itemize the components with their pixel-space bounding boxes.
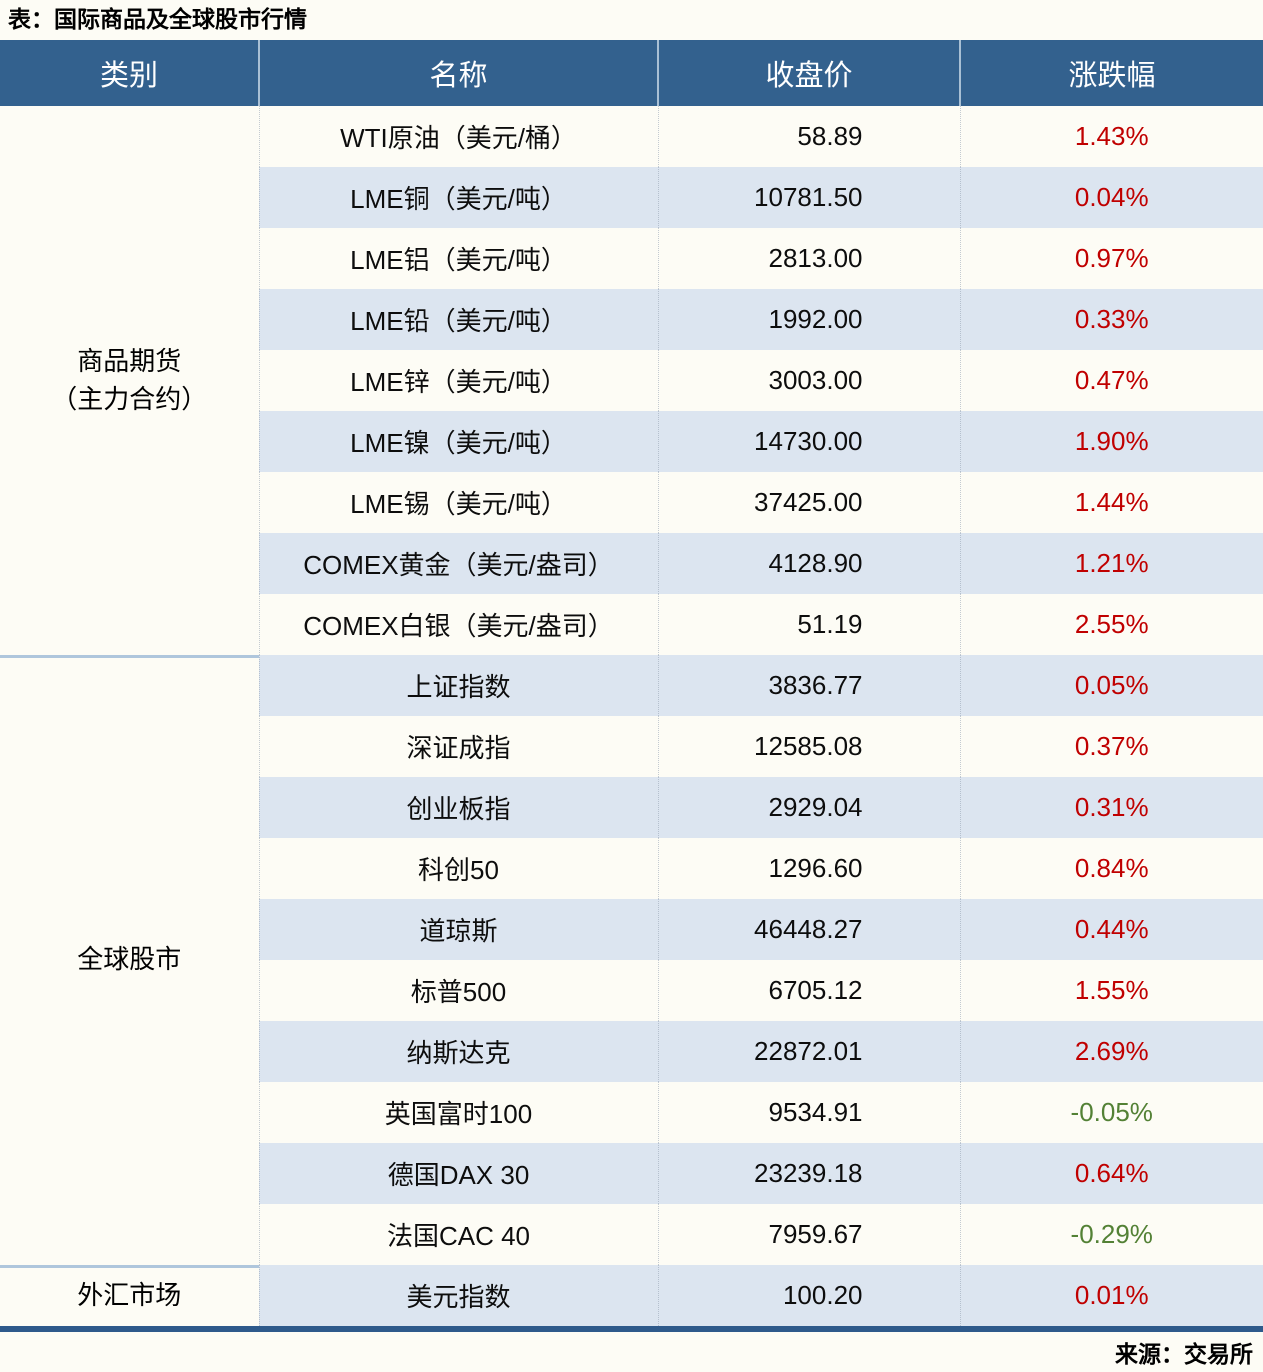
close-price: 10781.50 <box>657 167 960 229</box>
table-row: 创业板指 2929.04 0.31% <box>0 777 1263 839</box>
change-percent: -0.05% <box>959 1082 1263 1144</box>
change-percent: 2.69% <box>959 1021 1263 1083</box>
market-table: 类别 名称 收盘价 涨跌幅 商品期货 （主力合约） WTI原油（美元/桶） 58.8… <box>0 40 1263 1333</box>
instrument-name: LME锡（美元/吨） <box>350 489 567 520</box>
change-percent: 0.31% <box>959 777 1263 839</box>
table-row: LME镍（美元/吨） 14730.00 1.90% <box>0 411 1263 473</box>
change-percent: 0.64% <box>959 1143 1263 1205</box>
instrument-name: COMEX白银（美元/盎司） <box>303 611 614 642</box>
table-row: 外汇市场 美元指数 100.20 0.01% <box>0 1265 1263 1330</box>
change-percent: 1.43% <box>959 106 1263 168</box>
change-percent: 0.04% <box>959 167 1263 229</box>
close-price: 7959.67 <box>657 1204 960 1266</box>
close-price: 46448.27 <box>657 899 960 961</box>
instrument-name: COMEX黄金（美元/盎司） <box>259 533 658 595</box>
instrument-name: LME镍（美元/吨） <box>259 411 658 473</box>
change-percent: 1.55% <box>959 960 1263 1022</box>
instrument-name: 道琼斯 <box>259 899 658 961</box>
change-percent: 0.05% <box>959 655 1263 717</box>
change-percent: 0.47% <box>959 350 1263 412</box>
instrument-name: LME铝（美元/吨） <box>350 245 567 276</box>
close-price: 14730.00 <box>657 411 960 473</box>
header-row: 类别 名称 收盘价 涨跌幅 <box>0 40 1263 107</box>
table-row: LME铅（美元/吨） 1992.00 0.33% <box>0 289 1263 351</box>
table-body: 商品期货 （主力合约） WTI原油（美元/桶） 58.89 1.43% LME铜（美元/… <box>0 106 1263 1330</box>
close-price: 4128.90 <box>657 533 960 595</box>
change-percent: 0.44% <box>959 899 1263 961</box>
close-price: 12585.08 <box>657 716 960 778</box>
instrument-name: 科创50 <box>418 855 499 886</box>
close-price: 58.89 <box>657 106 960 168</box>
column-header-close: 收盘价 <box>657 40 960 107</box>
table-row: LME锌（美元/吨） 3003.00 0.47% <box>0 350 1263 412</box>
category-cell: 外汇市场 <box>0 1265 260 1330</box>
instrument-name: 标普500 <box>410 977 507 1008</box>
instrument-name: 上证指数 <box>259 655 658 717</box>
close-price: 1992.00 <box>657 289 960 351</box>
table-row: 法国CAC 40 7959.67 -0.29% <box>0 1204 1263 1266</box>
instrument-name: LME铜（美元/吨） <box>259 167 658 229</box>
close-price: 37425.00 <box>657 472 960 534</box>
table-row: 深证成指 12585.08 0.37% <box>0 716 1263 778</box>
table-row: 纳斯达克 22872.01 2.69% <box>0 1021 1263 1083</box>
instrument-name: WTI原油（美元/桶） <box>340 123 577 154</box>
close-price: 23239.18 <box>657 1143 960 1205</box>
close-price: 3836.77 <box>657 655 960 717</box>
instrument-name: 法国CAC 40 <box>386 1221 531 1252</box>
table-row: LME锡（美元/吨） 37425.00 1.44% <box>0 472 1263 534</box>
column-header-name: 名称 <box>258 40 658 107</box>
table-row: COMEX白银（美元/盎司） 51.19 2.55% <box>0 594 1263 656</box>
instrument-name: 创业板指 <box>259 777 658 839</box>
instrument-name: 美元指数 <box>259 1265 658 1330</box>
change-percent: 1.21% <box>959 533 1263 595</box>
category-cell: 商品期货 （主力合约） <box>0 106 260 656</box>
table-row: LME铜（美元/吨） 10781.50 0.04% <box>0 167 1263 229</box>
table-row: COMEX黄金（美元/盎司） 4128.90 1.21% <box>0 533 1263 595</box>
table-row: 道琼斯 46448.27 0.44% <box>0 899 1263 961</box>
instrument-name: 英国富时100 <box>384 1099 533 1130</box>
table-row: 科创50 1296.60 0.84% <box>0 838 1263 900</box>
source-note: 来源：交易所 <box>1115 1341 1253 1368</box>
table-title: 表：国际商品及全球股市行情 <box>8 6 307 32</box>
close-price: 3003.00 <box>657 350 960 412</box>
table-row: LME铝（美元/吨） 2813.00 0.97% <box>0 228 1263 290</box>
change-percent: -0.29% <box>959 1204 1263 1266</box>
table-header: 类别 名称 收盘价 涨跌幅 <box>0 40 1263 107</box>
close-price: 100.20 <box>657 1265 960 1330</box>
change-percent: 0.33% <box>959 289 1263 351</box>
close-price: 6705.12 <box>657 960 960 1022</box>
close-price: 1296.60 <box>657 838 960 900</box>
table-row: 德国DAX 30 23239.18 0.64% <box>0 1143 1263 1205</box>
change-percent: 1.44% <box>959 472 1263 534</box>
close-price: 2929.04 <box>657 777 960 839</box>
table-row: 全球股市 上证指数 3836.77 0.05% <box>0 655 1263 1266</box>
instrument-name: 纳斯达克 <box>259 1021 658 1083</box>
table-row: 英国富时100 9534.91 -0.05% <box>0 1082 1263 1144</box>
change-percent: 2.55% <box>959 594 1263 656</box>
close-price: 51.19 <box>657 594 960 656</box>
close-price: 22872.01 <box>657 1021 960 1083</box>
change-percent: 0.84% <box>959 838 1263 900</box>
change-percent: 0.37% <box>959 716 1263 778</box>
change-percent: 1.90% <box>959 411 1263 473</box>
change-percent: 0.01% <box>959 1265 1263 1330</box>
table-row: 标普500 6705.12 1.55% <box>0 960 1263 1022</box>
instrument-name: LME铅（美元/吨） <box>259 289 658 351</box>
close-price: 9534.91 <box>657 1082 960 1144</box>
category-cell: 全球股市 <box>0 655 260 1266</box>
table-row: 商品期货 （主力合约） WTI原油（美元/桶） 58.89 1.43% <box>0 106 1263 656</box>
column-header-category: 类别 <box>0 40 259 107</box>
instrument-name: LME锌（美元/吨） <box>350 367 567 398</box>
instrument-name: 德国DAX 30 <box>259 1143 658 1205</box>
instrument-name: 深证成指 <box>406 733 511 764</box>
column-header-change: 涨跌幅 <box>959 40 1263 107</box>
change-percent: 0.97% <box>959 228 1263 290</box>
close-price: 2813.00 <box>657 228 960 290</box>
